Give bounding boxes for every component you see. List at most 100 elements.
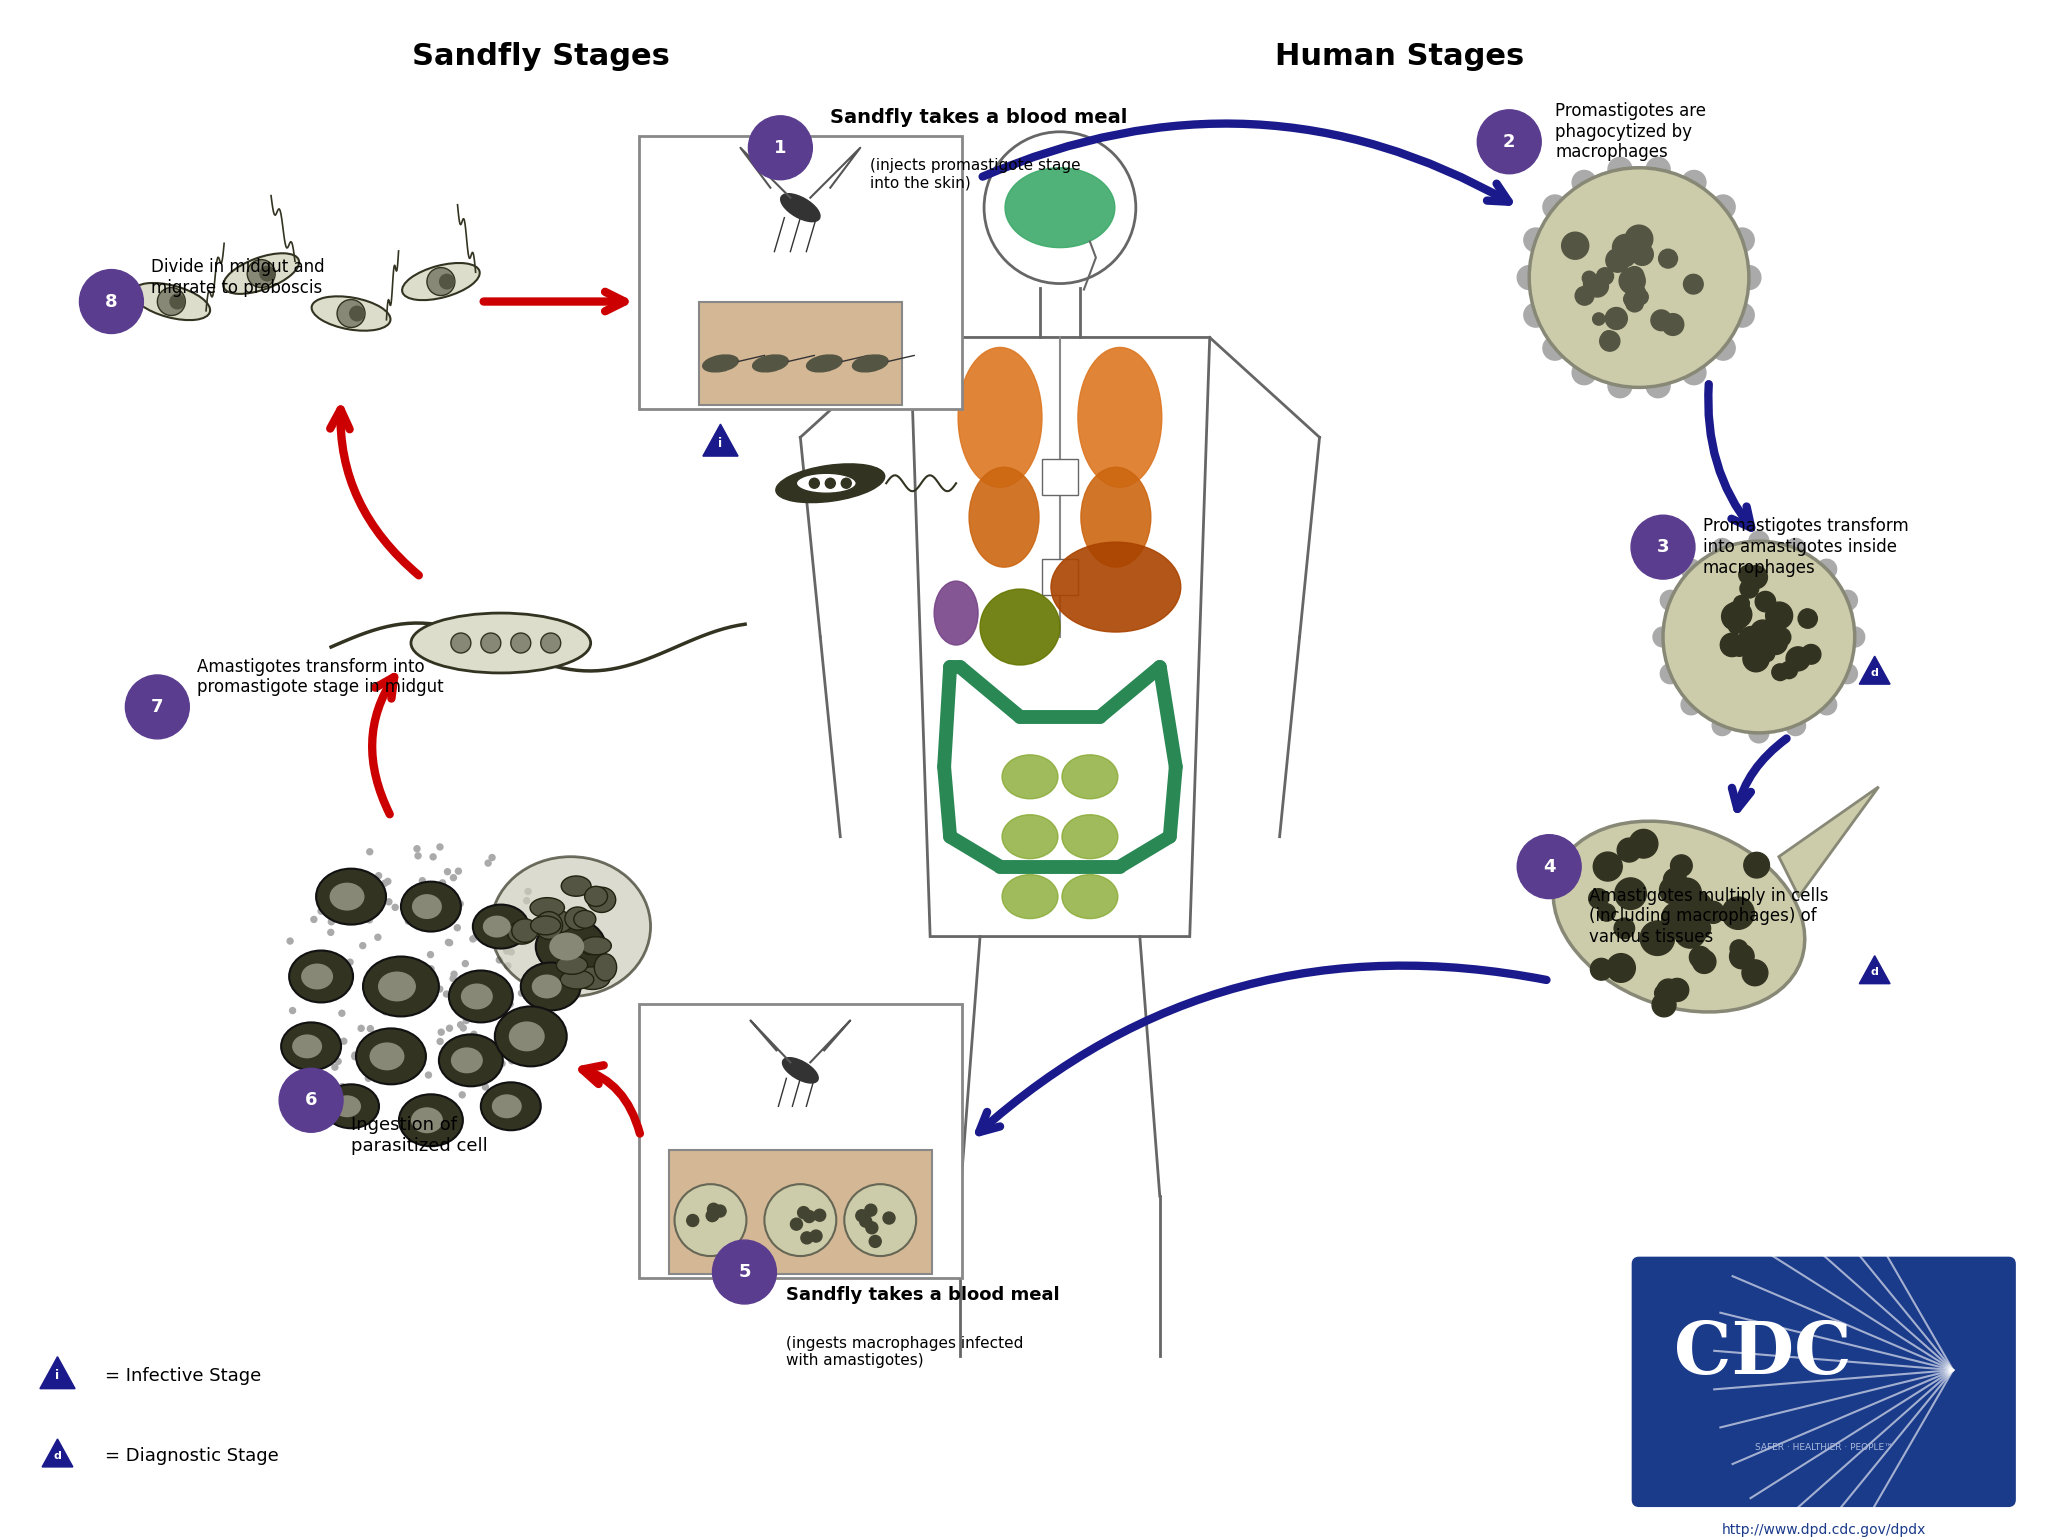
Circle shape [1747,628,1763,643]
Text: SAFER · HEALTHIER · PEOPLE™: SAFER · HEALTHIER · PEOPLE™ [1755,1443,1892,1452]
Circle shape [475,1041,481,1047]
Text: i: i [55,1369,59,1383]
Circle shape [352,1054,358,1060]
Circle shape [1731,940,1747,957]
Circle shape [451,970,457,977]
Ellipse shape [401,881,461,932]
Circle shape [1751,620,1776,644]
Circle shape [1663,906,1696,937]
Ellipse shape [412,894,442,920]
Circle shape [1624,291,1638,308]
Circle shape [1681,361,1706,384]
Circle shape [455,867,461,874]
Ellipse shape [301,963,334,989]
Circle shape [1733,595,1749,611]
Circle shape [367,910,373,917]
Circle shape [1587,275,1608,297]
Text: 2: 2 [1503,132,1516,151]
Ellipse shape [1552,821,1804,1012]
Circle shape [1731,944,1753,969]
Circle shape [545,986,551,992]
Circle shape [500,987,506,994]
Circle shape [416,852,422,858]
Circle shape [1745,566,1767,589]
Ellipse shape [438,1035,504,1086]
Circle shape [504,947,510,954]
Circle shape [444,990,449,997]
Circle shape [125,675,188,738]
Text: Ingestion of
parasitized cell: Ingestion of parasitized cell [350,1117,487,1155]
Circle shape [1817,695,1837,715]
Circle shape [1757,624,1778,644]
Text: (ingests macrophages infected
with amastigotes): (ingests macrophages infected with amast… [786,1337,1024,1369]
Circle shape [428,904,434,910]
Circle shape [391,904,397,910]
FancyBboxPatch shape [1042,460,1077,495]
Ellipse shape [807,355,842,372]
Circle shape [1759,647,1776,661]
Circle shape [1845,628,1864,647]
Circle shape [1573,171,1595,194]
Circle shape [406,918,412,924]
Ellipse shape [281,1023,342,1070]
Circle shape [393,1077,397,1083]
Circle shape [1712,538,1733,558]
Circle shape [287,938,293,944]
Circle shape [1563,232,1589,260]
Circle shape [1663,869,1686,892]
Text: Amastigotes multiply in cells
(including macrophages) of
various tissues: Amastigotes multiply in cells (including… [1589,886,1829,946]
Circle shape [524,889,530,895]
Circle shape [811,1230,821,1243]
Circle shape [1786,715,1806,735]
Circle shape [1630,285,1645,300]
Circle shape [414,898,420,904]
Ellipse shape [461,983,494,1009]
Circle shape [1763,631,1788,655]
Circle shape [1599,331,1620,351]
Circle shape [463,961,469,966]
Circle shape [375,934,381,940]
Circle shape [469,1006,475,1010]
Circle shape [1683,274,1704,294]
Circle shape [1786,538,1806,558]
Circle shape [1786,647,1810,671]
Ellipse shape [379,972,416,1001]
Circle shape [1739,566,1757,584]
Ellipse shape [780,194,819,221]
Circle shape [1593,312,1606,325]
Circle shape [1675,917,1706,947]
Circle shape [248,260,274,288]
Circle shape [360,943,367,949]
Polygon shape [1780,787,1878,897]
Circle shape [791,1218,803,1230]
Circle shape [686,1215,698,1226]
Circle shape [809,478,819,488]
Circle shape [469,937,475,941]
Ellipse shape [541,901,561,929]
Circle shape [1731,303,1755,328]
Circle shape [1743,960,1767,986]
Circle shape [451,875,457,881]
Circle shape [512,920,518,926]
Circle shape [301,1044,307,1050]
Circle shape [524,1027,530,1034]
Circle shape [1690,918,1710,938]
Circle shape [1616,248,1634,266]
Circle shape [860,1215,872,1227]
Ellipse shape [557,955,588,974]
Circle shape [1542,195,1567,218]
Ellipse shape [549,932,584,961]
Circle shape [1518,835,1581,898]
Text: http://www.dpd.cdc.gov/dpdx: http://www.dpd.cdc.gov/dpdx [1722,1523,1925,1536]
Circle shape [459,1092,465,1098]
Circle shape [1712,337,1735,360]
Circle shape [352,1052,358,1058]
Circle shape [1780,661,1798,678]
Polygon shape [1860,657,1890,684]
Ellipse shape [1063,875,1118,918]
Circle shape [485,860,492,866]
Ellipse shape [594,954,616,981]
Circle shape [1608,374,1632,398]
Circle shape [426,1072,432,1078]
Circle shape [508,1058,514,1064]
